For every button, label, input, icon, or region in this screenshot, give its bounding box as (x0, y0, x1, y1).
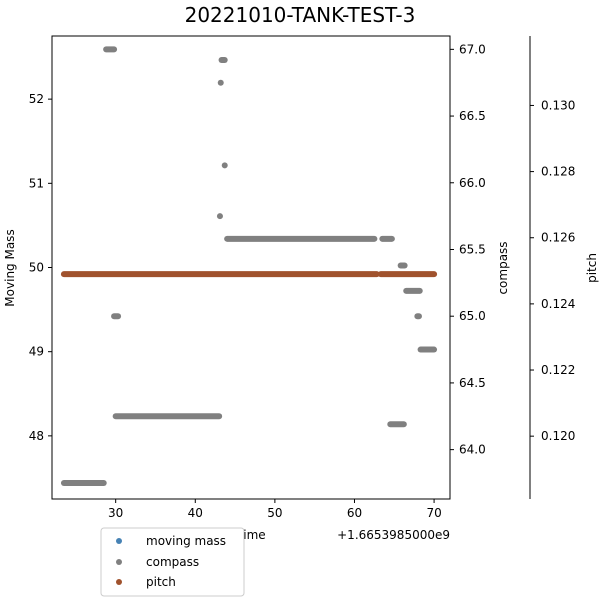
compass-tick-label: 65.5 (459, 242, 486, 256)
x-tick-label: 70 (426, 506, 441, 520)
x-tick-label: 40 (188, 506, 203, 520)
compass-tick-label: 66.0 (459, 176, 486, 190)
plot-frame (51, 35, 451, 500)
left-tick-label: 52 (29, 92, 44, 106)
pitch-tick-label: 0.124 (541, 297, 575, 311)
legend-marker-compass (116, 559, 122, 565)
plot-marks (60, 46, 438, 486)
chart-title: 20221010-TANK-TEST-3 (185, 3, 416, 27)
x-tick-label: 50 (267, 506, 282, 520)
left-tick-label: 48 (29, 429, 44, 443)
pitch-tick-label: 0.128 (541, 165, 575, 179)
left-tick-label: 49 (29, 345, 44, 359)
legend-label-moving-mass: moving mass (146, 534, 226, 548)
legend: moving mass compass pitch (100, 527, 245, 597)
pitch-axis-ticks: 0.120 0.122 0.124 0.126 0.128 0.130 (530, 98, 575, 443)
x-axis-offset: +1.6653985000e9 (337, 528, 450, 542)
left-tick-label: 50 (29, 261, 44, 275)
legend-label-pitch: pitch (146, 575, 176, 589)
pitch-tick-label: 0.130 (541, 98, 575, 112)
compass-tick-label: 65.0 (459, 309, 486, 323)
pitch-tick-label: 0.120 (541, 429, 575, 443)
pitch-axis-label: pitch (585, 253, 599, 283)
legend-label-compass: compass (146, 555, 199, 569)
legend-marker-pitch (116, 579, 122, 585)
compass-axis-ticks: 64.0 64.5 65.0 65.5 66.0 66.5 67.0 (450, 42, 486, 457)
compass-tick-label: 66.5 (459, 109, 486, 123)
compass-tick-label: 64.0 (459, 443, 486, 457)
legend-marker-moving-mass (116, 538, 122, 544)
left-axis-ticks: 48 49 50 51 52 (29, 92, 52, 443)
left-axis-label: Moving Mass (3, 229, 17, 306)
compass-tick-label: 64.5 (459, 376, 486, 390)
left-tick-label: 51 (29, 176, 44, 190)
compass-tick-label: 67.0 (459, 42, 486, 56)
x-tick-label: 60 (347, 506, 362, 520)
pitch-tick-label: 0.126 (541, 231, 575, 245)
compass-axis-label: compass (496, 241, 510, 294)
x-tick-label: 30 (108, 506, 123, 520)
pitch-tick-label: 0.122 (541, 363, 575, 377)
x-axis-ticks: 30 40 50 60 70 (108, 499, 442, 520)
legend-box (100, 527, 245, 597)
